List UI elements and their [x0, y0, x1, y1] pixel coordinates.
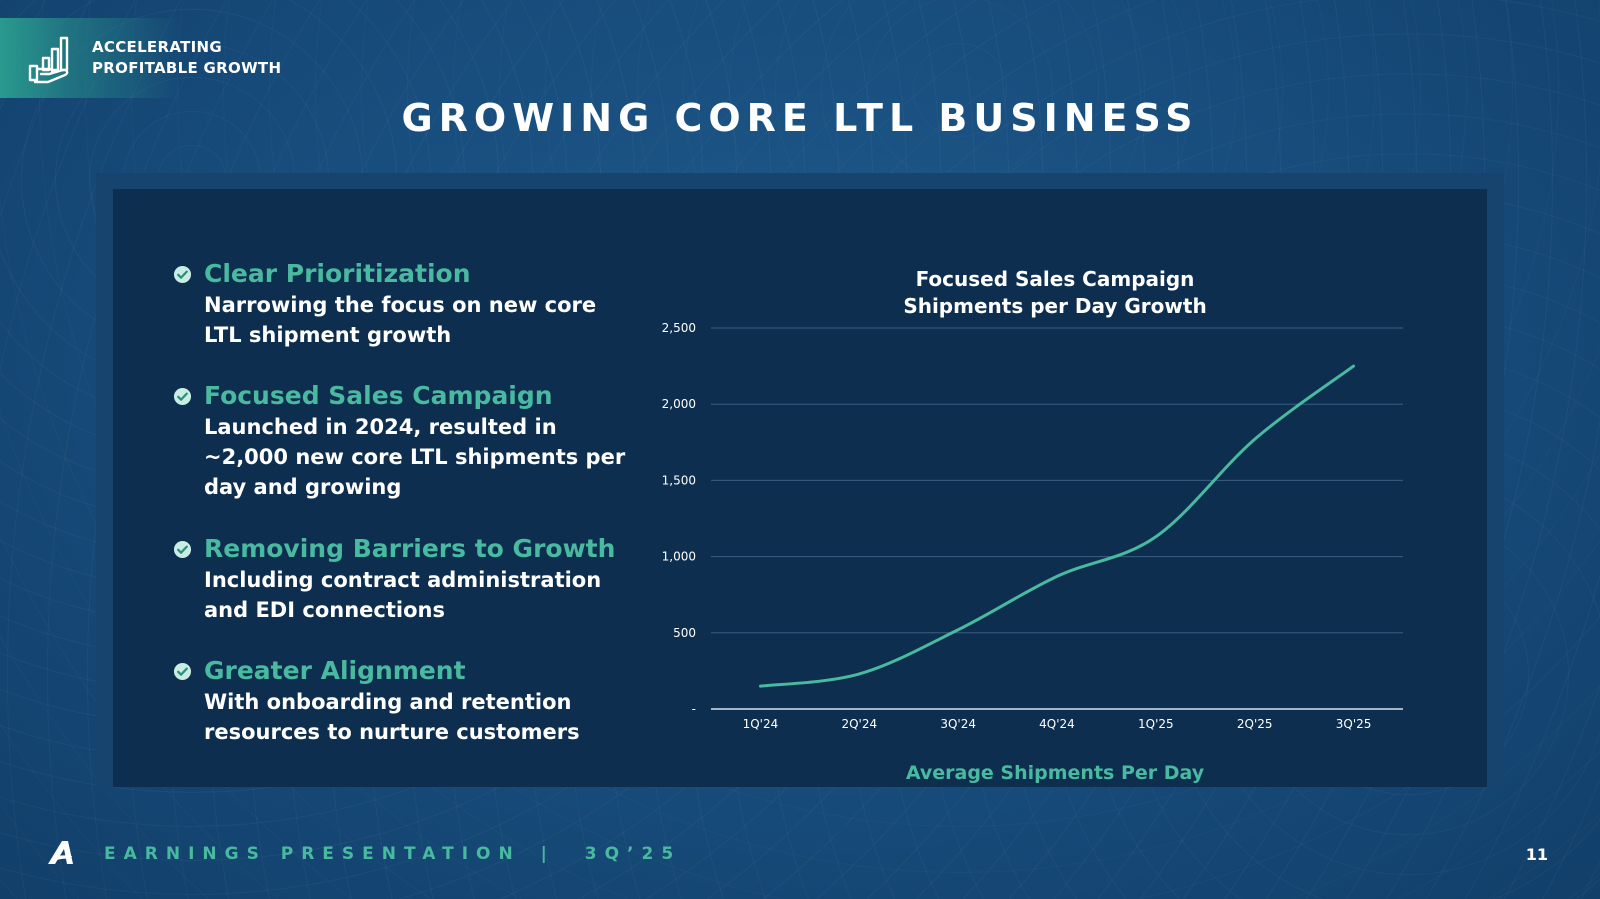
bullet-heading: Focused Sales Campaign	[204, 381, 553, 410]
y-tick-label: 1,500	[662, 473, 696, 487]
footer-separator: |	[540, 844, 555, 864]
chart-title-line-1: Focused Sales Campaign	[915, 267, 1195, 291]
x-tick-label: 3Q'25	[1336, 717, 1372, 731]
shipments-line-chart: - 500 1,000 1,500 2,000 2,500 1Q'24 2Q'24 3Q'24 4…	[662, 321, 1403, 731]
chart-title: Focused Sales Campaign Shipments per Day…	[780, 266, 1330, 320]
bullet-item: Greater Alignment With onboarding and re…	[173, 655, 633, 747]
bullet-heading: Removing Barriers to Growth	[204, 534, 616, 563]
bullet-item: Clear Prioritization Narrowing the focus…	[173, 258, 633, 350]
x-tick-label: 2Q'24	[841, 717, 877, 731]
company-logo-icon	[48, 841, 73, 864]
badge-line-2: PROFITABLE GROWTH	[92, 59, 282, 77]
x-tick-label: 1Q'25	[1138, 717, 1174, 731]
check-circle-icon	[173, 265, 192, 284]
chart-x-axis-title: Average Shipments Per Day	[905, 762, 1205, 784]
badge-line-1: ACCELERATING	[92, 38, 222, 56]
section-badge: ACCELERATING PROFITABLE GROWTH	[0, 18, 300, 98]
check-circle-icon	[173, 662, 192, 681]
check-circle-icon	[173, 540, 192, 559]
page-title: GROWING CORE LTL BUSINESS	[401, 96, 1199, 140]
bullet-body: Launched in 2024, resulted in ~2,000 new…	[204, 415, 626, 499]
growth-chart-hand-icon	[28, 36, 69, 84]
bullet-heading: Clear Prioritization	[204, 259, 471, 288]
y-tick-label: 1,000	[662, 550, 696, 564]
y-tick-label: 2,000	[662, 397, 696, 411]
check-circle-icon	[173, 387, 192, 406]
bullet-body: With onboarding and retention resources …	[204, 690, 580, 744]
series-line	[758, 364, 1356, 688]
y-tick-label: -	[692, 702, 696, 716]
footer-label: EARNINGS PRESENTATION	[104, 844, 521, 864]
footer-period: 3Q’25	[584, 844, 682, 864]
content-panel	[113, 189, 1487, 787]
bullet-item: Removing Barriers to Growth Including co…	[173, 533, 633, 625]
footer: EARNINGS PRESENTATION | 3Q’25	[104, 844, 681, 864]
x-tick-label: 2Q'25	[1237, 717, 1273, 731]
y-tick-label: 500	[673, 626, 696, 640]
page-number: 11	[1525, 845, 1548, 864]
x-tick-label: 4Q'24	[1039, 717, 1075, 731]
chart-title-line-2: Shipments per Day Growth	[903, 294, 1207, 318]
y-tick-label: 2,500	[662, 321, 696, 335]
bullet-heading: Greater Alignment	[204, 656, 466, 685]
bullet-body: Narrowing the focus on new core LTL ship…	[204, 293, 597, 347]
x-tick-label: 3Q'24	[940, 717, 976, 731]
bullet-item: Focused Sales Campaign Launched in 2024,…	[173, 380, 633, 502]
x-tick-label: 1Q'24	[743, 717, 779, 731]
bullet-body: Including contract administration and ED…	[204, 568, 602, 622]
bullet-list: Clear Prioritization Narrowing the focus…	[173, 258, 633, 777]
